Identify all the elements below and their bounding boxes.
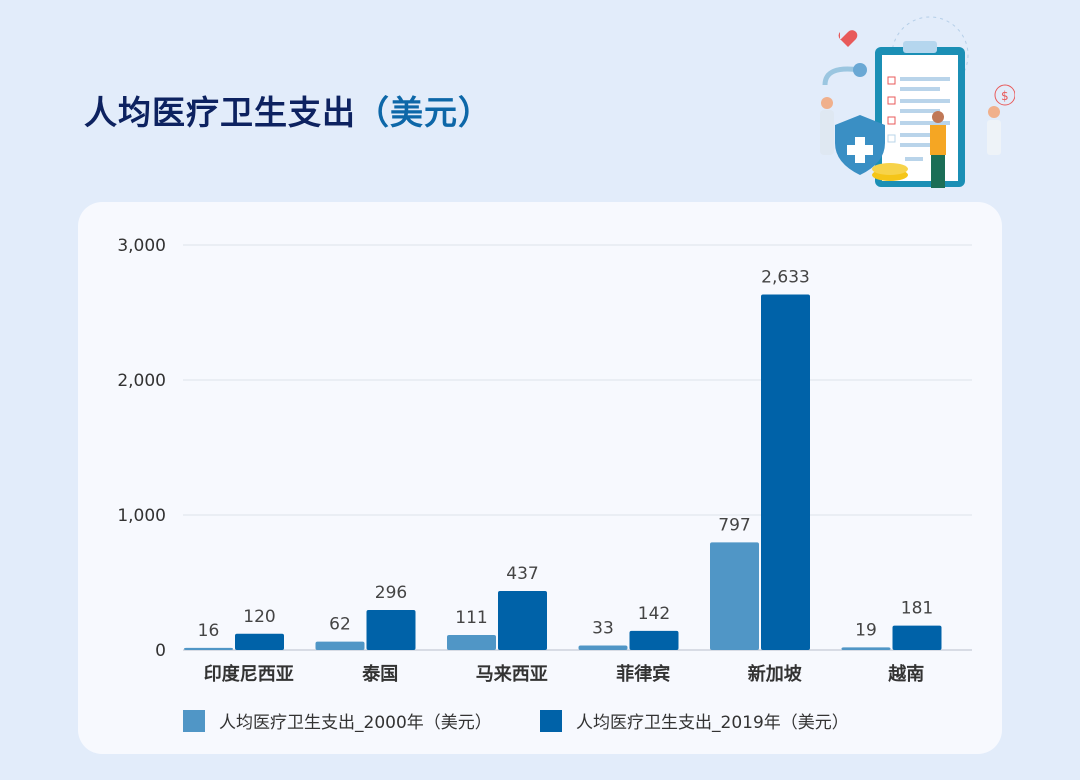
dollar-icon — [994, 84, 1015, 106]
y-tick-label: 0 — [155, 641, 166, 661]
title-unit: （美元） — [356, 93, 492, 132]
x-tick-label: 印度尼西亚 — [204, 663, 294, 685]
data-label: 2,633 — [761, 268, 810, 288]
heart-icon — [838, 30, 858, 47]
chart-card — [78, 202, 1002, 754]
data-label: 437 — [506, 564, 538, 584]
bar — [841, 647, 891, 650]
legend-label: 人均医疗卫生支出_2019年（美元） — [576, 713, 849, 733]
bar — [366, 610, 416, 650]
data-label: 181 — [901, 599, 933, 619]
healthcare-illustration: $ — [820, 16, 1015, 188]
data-label: 62 — [329, 615, 351, 635]
bar — [498, 591, 547, 650]
title-text: 人均医疗卫生支出 — [84, 93, 356, 132]
data-label: 111 — [455, 608, 487, 628]
data-label: 33 — [592, 619, 614, 639]
bar — [235, 633, 284, 650]
data-label: 142 — [638, 604, 670, 624]
data-label: 19 — [855, 620, 877, 640]
y-tick-label: 2,000 — [117, 371, 166, 391]
x-tick-label: 菲律宾 — [616, 663, 670, 685]
legend-swatch — [540, 710, 562, 732]
page-title: 人均医疗卫生支出（美元） — [84, 86, 492, 134]
bar — [315, 641, 365, 650]
svg-text:$: $ — [1001, 89, 1009, 103]
data-label: 16 — [198, 621, 220, 641]
x-tick-label: 马来西亚 — [476, 664, 548, 685]
bar — [578, 645, 628, 650]
bar — [184, 647, 233, 650]
x-tick-label: 新加坡 — [748, 663, 803, 685]
legend-swatch — [183, 710, 205, 732]
bar — [447, 635, 496, 650]
y-tick-label: 1,000 — [117, 506, 166, 526]
legend-label: 人均医疗卫生支出_2000年（美元） — [219, 713, 492, 733]
x-tick-label: 泰国 — [361, 663, 398, 685]
data-label: 120 — [243, 607, 275, 627]
data-label: 296 — [375, 583, 407, 603]
y-tick-label: 3,000 — [117, 236, 166, 256]
bar — [629, 630, 679, 650]
x-tick-label: 越南 — [887, 663, 924, 685]
data-label: 797 — [718, 515, 750, 535]
bar — [761, 294, 810, 650]
bar — [892, 625, 942, 650]
bar — [710, 542, 759, 650]
